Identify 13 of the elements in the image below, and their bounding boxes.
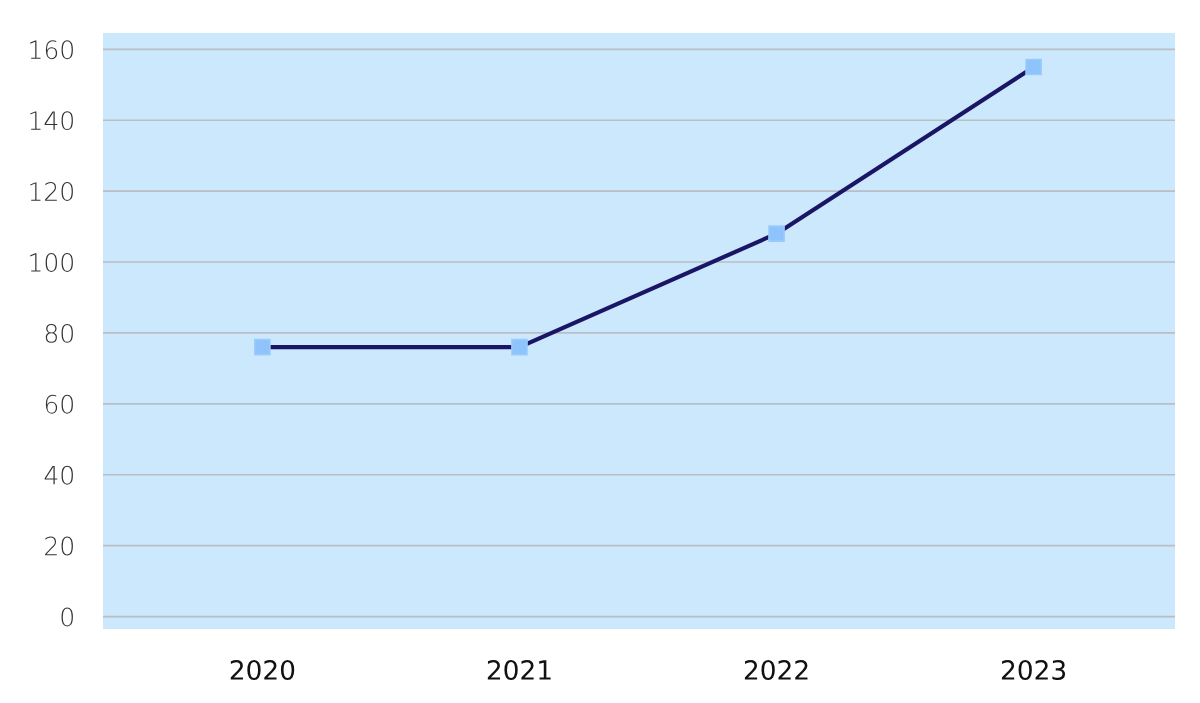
y-tick-label: 60 bbox=[45, 394, 73, 414]
y-tick-label: 0 bbox=[61, 607, 73, 627]
y-tick-label: 100 bbox=[30, 252, 73, 272]
y-tick-label: 20 bbox=[45, 536, 73, 556]
x-tick-label: 2022 bbox=[744, 660, 808, 680]
y-tick-label: 120 bbox=[30, 182, 73, 201]
y-tick-label: 140 bbox=[30, 111, 73, 131]
x-tick-label: 2023 bbox=[1001, 660, 1066, 680]
x-tick-label: 2021 bbox=[487, 660, 551, 680]
x-tick-label: 2020 bbox=[230, 660, 295, 680]
y-tick-label: 160 bbox=[30, 40, 73, 60]
y-tick-label: 40 bbox=[44, 465, 73, 485]
y-tick-label: 80 bbox=[45, 323, 73, 343]
